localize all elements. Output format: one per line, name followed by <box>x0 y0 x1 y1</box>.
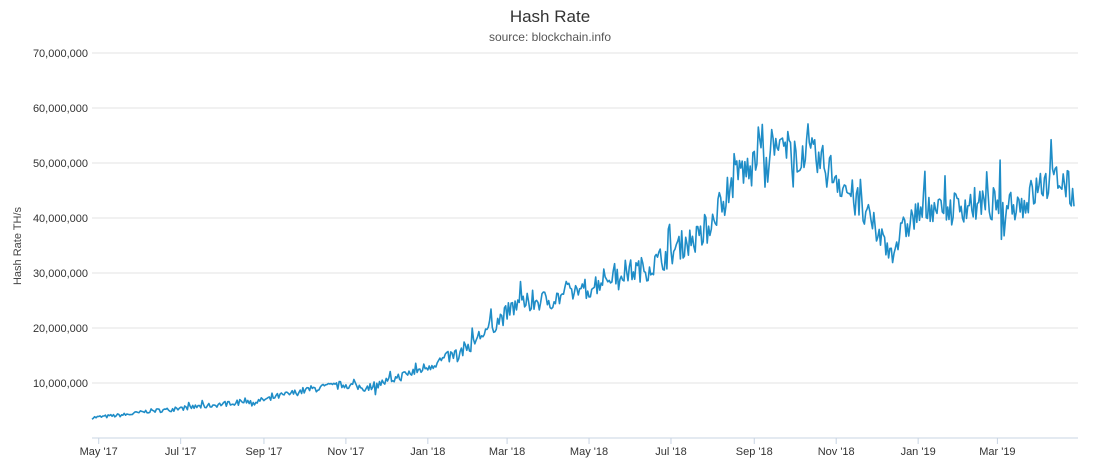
x-tick-label: Nov '17 <box>327 446 364 458</box>
x-tick-label: May '17 <box>80 446 118 458</box>
y-tick-label: 40,000,000 <box>33 213 88 225</box>
x-tick-label: Mar '19 <box>979 446 1015 458</box>
x-axis-ticks: May '17 Jul '17 Sep '17 Nov '17 Jan '18 Mar '… <box>80 438 1016 458</box>
x-tick-label: Sep '17 <box>245 446 282 458</box>
y-axis-ticks: 10,000,000 20,000,000 30,000,000 40,000,000… <box>33 48 88 390</box>
x-tick-label: Jul '17 <box>165 446 196 458</box>
x-tick-label: May '18 <box>570 446 608 458</box>
x-tick-label: Jul '18 <box>655 446 686 458</box>
x-tick-label: Jan '19 <box>901 446 936 458</box>
chart-title: Hash Rate <box>510 7 590 26</box>
y-tick-label: 60,000,000 <box>33 103 88 115</box>
y-tick-label: 50,000,000 <box>33 158 88 170</box>
x-tick-label: Sep '18 <box>736 446 773 458</box>
series-line-hash-rate <box>91 123 1075 420</box>
grid-lines <box>92 52 1078 439</box>
x-tick-label: Jan '18 <box>410 446 445 458</box>
y-tick-label: 30,000,000 <box>33 268 88 280</box>
y-tick-label: 10,000,000 <box>33 378 88 390</box>
x-tick-label: Nov '18 <box>818 446 855 458</box>
series-layer <box>91 123 1075 420</box>
y-axis-label: Hash Rate TH/s <box>12 206 24 285</box>
x-tick-label: Mar '18 <box>489 446 525 458</box>
chart-subtitle: source: blockchain.info <box>489 30 611 44</box>
y-tick-label: 70,000,000 <box>33 48 88 60</box>
y-tick-label: 20,000,000 <box>33 323 88 335</box>
